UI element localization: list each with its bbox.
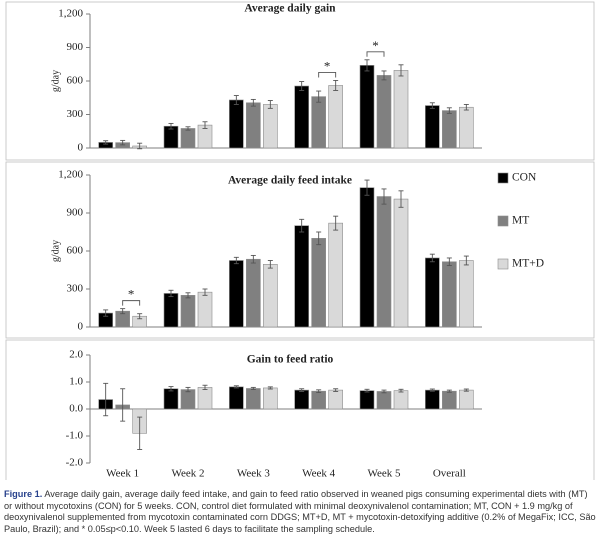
panel2-bar-mtdd — [263, 263, 278, 328]
panel2-bar-con — [359, 187, 375, 328]
panel1-y-tick-label: 1,200 — [58, 8, 83, 20]
panel3-x-tick-label: Week 4 — [302, 468, 336, 480]
panel3-bar-con — [294, 389, 309, 410]
panel2-y-tick-label: 600 — [67, 245, 84, 257]
panel1-y-label: g/day — [50, 70, 61, 92]
panel2-bar-mt — [376, 196, 392, 328]
panel2-bar-mt — [180, 295, 196, 328]
panel1-bar-con — [229, 99, 244, 149]
panel2-bar-mt — [311, 238, 326, 328]
panel2-bar-mt — [246, 258, 261, 328]
panel1-bar-mt — [376, 75, 392, 149]
caption-label: Figure 1. — [4, 489, 43, 499]
panel1-bar-mtdd — [263, 104, 278, 149]
panel1-bar-mt — [311, 96, 326, 149]
panel1-bar-mtdd — [328, 85, 343, 149]
panel3-x-tick-label: Overall — [433, 468, 466, 480]
panel1-bar-mt — [246, 102, 261, 149]
panel2-bar-con — [294, 225, 309, 328]
panel2-y-tick-label: 900 — [67, 207, 84, 219]
panel1-title: Average daily gain — [244, 3, 336, 15]
panel3-y-tick-label: 2.0 — [69, 349, 83, 361]
panel3-x-tick-label: Week 1 — [106, 468, 139, 480]
panel3-bar-mt — [180, 389, 196, 410]
panel3-bar-mtdd — [263, 387, 278, 410]
panel2-significance-bracket — [122, 300, 141, 306]
panel2-frame — [5, 161, 595, 339]
panel2-legend-label: MT+D — [512, 258, 544, 270]
panel2-bar-mtdd — [197, 291, 213, 328]
panel3-bar-mt — [311, 390, 326, 410]
panel3-y-tick-label: 0.0 — [69, 403, 83, 415]
figure-panels: Average daily gain 0 300 600 900 1,200 g/day * *… — [5, 1, 595, 480]
panel3-y-tick-label: -1.0 — [66, 430, 84, 442]
panel2-y-label: g/day — [50, 240, 61, 262]
panel1-y-tick-label: 600 — [67, 75, 84, 87]
panel2-bar-con — [425, 257, 440, 328]
panel3-bar-mt — [376, 391, 392, 410]
panel3-bar-mt — [246, 388, 261, 410]
panel1-significance-bracket — [366, 51, 385, 57]
panel1-bar-mtdd — [459, 106, 474, 149]
panel2-legend-swatch-mtdd — [497, 258, 509, 270]
panel3-bar-mtdd — [393, 390, 409, 410]
panel2-bar-con — [229, 260, 244, 328]
panel3-y-tick-label: -2.0 — [66, 457, 84, 469]
panel1-bar-con — [294, 85, 309, 149]
panel1-bar-mt — [180, 128, 196, 149]
panel2-title: Average daily feed intake — [228, 175, 352, 187]
panel2-y-tick-label: 0 — [78, 321, 84, 333]
panel1-bar-con — [163, 125, 179, 149]
panel2-y-tick-label: 1,200 — [58, 169, 83, 181]
panel3-bar-con — [425, 389, 440, 410]
panel3-bar-mtdd — [197, 387, 213, 410]
panel1-y-tick-label: 900 — [67, 41, 84, 53]
panel3-frame — [5, 339, 595, 480]
figure-caption: Figure 1. Average daily gain, average da… — [4, 489, 596, 535]
panel2-bar-mtdd — [393, 198, 409, 328]
panel1-y-tick-label: 0 — [78, 142, 84, 154]
panel3-bar-con — [229, 386, 244, 410]
panel3-bar-mtdd — [459, 389, 474, 410]
panel1-bar-mtdd — [393, 70, 409, 149]
panel2-bar-mt — [442, 261, 457, 328]
panel3-bar-con — [359, 390, 375, 410]
panel3-bar-mt — [442, 390, 457, 410]
panel3-bar-mtdd — [328, 389, 343, 410]
panel2-legend-label: CON — [512, 172, 537, 184]
panel1-bar-con — [425, 105, 440, 149]
panel2-significance-label: * — [128, 287, 135, 302]
panel2-legend-swatch-con — [497, 172, 509, 184]
panel3-y-tick-label: 1.0 — [69, 376, 83, 388]
panel3-x-tick-label: Week 2 — [171, 468, 204, 480]
panel2-legend-swatch-mt — [497, 215, 509, 227]
panel1-frame — [5, 1, 595, 161]
panel2-bar-mtdd — [459, 260, 474, 328]
panel2-bar-mtdd — [328, 222, 343, 328]
panel3-bar-con — [163, 388, 179, 410]
panel2-legend-label: MT — [512, 215, 529, 227]
panel1-significance-bracket — [318, 71, 337, 78]
panel2-bar-con — [163, 293, 179, 328]
caption-text: Average daily gain, average daily feed i… — [4, 489, 596, 534]
panel3-title: Gain to feed ratio — [247, 354, 334, 366]
panel1-bar-mt — [442, 110, 457, 149]
panel1-y-tick-label: 300 — [67, 108, 84, 120]
panel1-bar-con — [359, 65, 375, 149]
panel1-significance-label: * — [372, 38, 379, 53]
panel1-significance-label: * — [324, 58, 331, 73]
panel2-y-tick-label: 300 — [67, 283, 84, 295]
panel3-x-tick-label: Week 5 — [367, 468, 401, 480]
panel3-x-tick-label: Week 3 — [237, 468, 271, 480]
